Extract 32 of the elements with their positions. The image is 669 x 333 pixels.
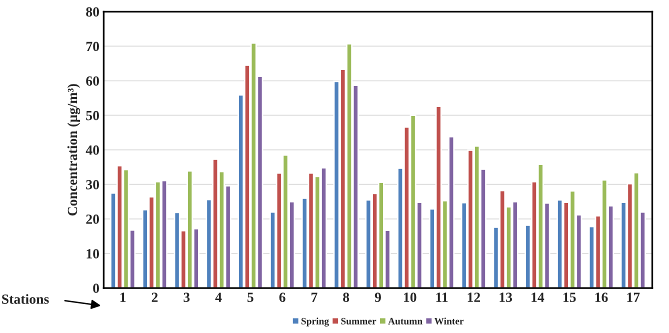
y-tick-label: 60 bbox=[86, 76, 99, 86]
legend-label: Autumn bbox=[388, 318, 422, 324]
x-tick-label: 12 bbox=[468, 292, 480, 302]
x-tick-label: 3 bbox=[184, 292, 190, 302]
x-tick-label: 13 bbox=[500, 292, 512, 302]
x-tick-label: 16 bbox=[595, 292, 608, 302]
legend-label: Spring bbox=[301, 318, 329, 326]
legend-label: Summer bbox=[341, 318, 376, 324]
x-tick-label: 8 bbox=[343, 292, 350, 302]
y-tick-label: 10 bbox=[86, 249, 99, 258]
x-tick-label: 2 bbox=[152, 292, 158, 302]
y-tick-label: 40 bbox=[86, 145, 99, 155]
y-tick-label: 20 bbox=[86, 214, 99, 224]
y-tick-label: 70 bbox=[86, 42, 99, 52]
x-tick-label: 17 bbox=[627, 292, 640, 302]
x-tick-label: 5 bbox=[247, 292, 254, 302]
x-tick-label: 11 bbox=[436, 292, 448, 302]
x-tick-label: 6 bbox=[279, 292, 286, 302]
y-tick-label: 80 bbox=[86, 7, 99, 17]
x-tick-label: 14 bbox=[532, 292, 544, 302]
x-tick-label: 10 bbox=[404, 292, 416, 302]
x-tick-label: 15 bbox=[564, 292, 576, 302]
y-tick-label: 50 bbox=[86, 110, 99, 120]
x-tick-label: 4 bbox=[215, 292, 222, 302]
y-tick-label: 0 bbox=[93, 284, 99, 293]
x-tick-label: 9 bbox=[374, 292, 381, 302]
y-tick-label: 30 bbox=[86, 180, 99, 190]
x-tick-label: 1 bbox=[120, 292, 126, 302]
x-tick-label: 7 bbox=[312, 292, 318, 302]
y-axis-title: Concentration (μg/m³) bbox=[67, 84, 80, 216]
legend-label: Winter bbox=[434, 318, 464, 324]
x-axis-title: Stations bbox=[2, 294, 49, 304]
